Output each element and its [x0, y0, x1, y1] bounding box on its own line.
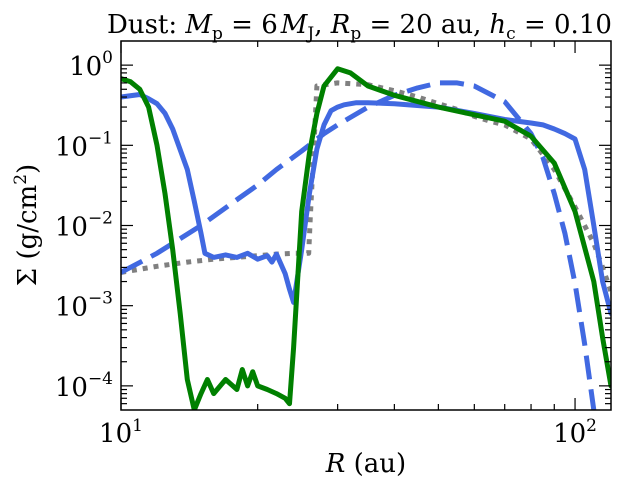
y-tick-label: 10−1 [55, 128, 113, 162]
y-tick-label: 100 [69, 48, 113, 82]
x-tick-label: 102 [553, 416, 597, 449]
x-tick-label: 101 [99, 416, 143, 449]
series-dotted-reference [121, 80, 611, 293]
y-tick-label: 10−4 [55, 369, 113, 403]
x-axis-label: R (au) [325, 449, 406, 479]
series-layer [121, 66, 611, 410]
series-solid-green [121, 66, 611, 410]
ticks-layer: 101 102 100 10−1 10−2 10−3 10−4 [55, 41, 611, 449]
y-tick-label: 10−2 [55, 209, 113, 243]
plot-frame [120, 40, 612, 411]
series-solid-blue [121, 92, 611, 316]
chart-title: Dust: Mp = 6 MJ, Rp = 20 au, hc = 0.10 [107, 10, 612, 44]
y-tick-label: 10−3 [55, 289, 113, 323]
series-dashed-blue [121, 80, 597, 410]
y-axis-label: Σ (g/cm2) [11, 164, 43, 286]
